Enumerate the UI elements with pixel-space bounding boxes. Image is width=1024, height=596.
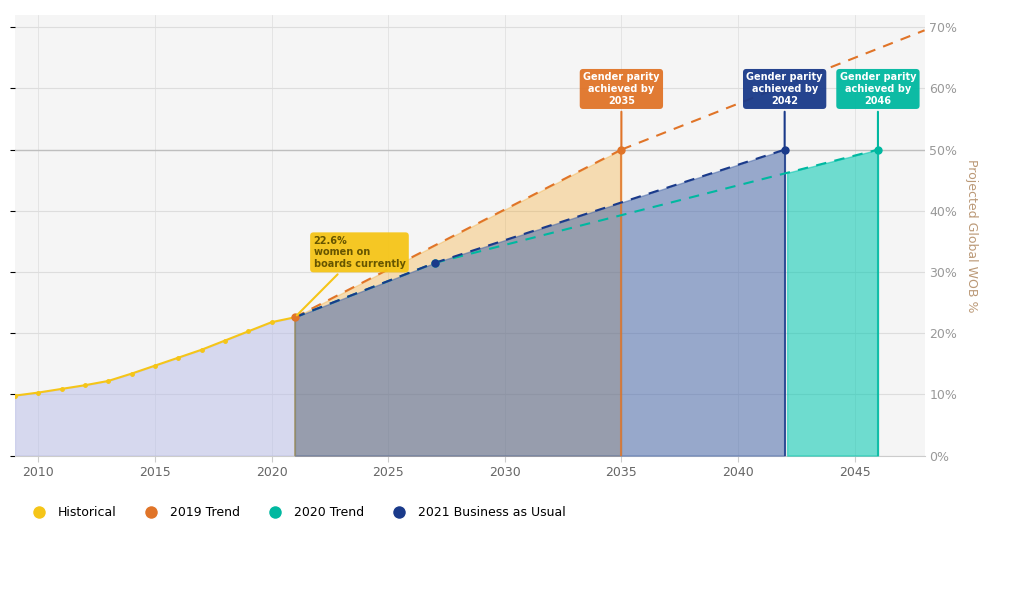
Text: Gender parity
achieved by
2046: Gender parity achieved by 2046 (840, 72, 916, 147)
Text: Gender parity
achieved by
2042: Gender parity achieved by 2042 (746, 72, 823, 147)
Text: Gender parity
achieved by
2035: Gender parity achieved by 2035 (583, 72, 659, 147)
Y-axis label: Projected Global WOB %: Projected Global WOB % (966, 159, 978, 312)
Text: 22.6%
women on
boards currently: 22.6% women on boards currently (297, 236, 406, 315)
Legend: Historical, 2019 Trend, 2020 Trend, 2021 Business as Usual: Historical, 2019 Trend, 2020 Trend, 2021… (22, 501, 570, 524)
